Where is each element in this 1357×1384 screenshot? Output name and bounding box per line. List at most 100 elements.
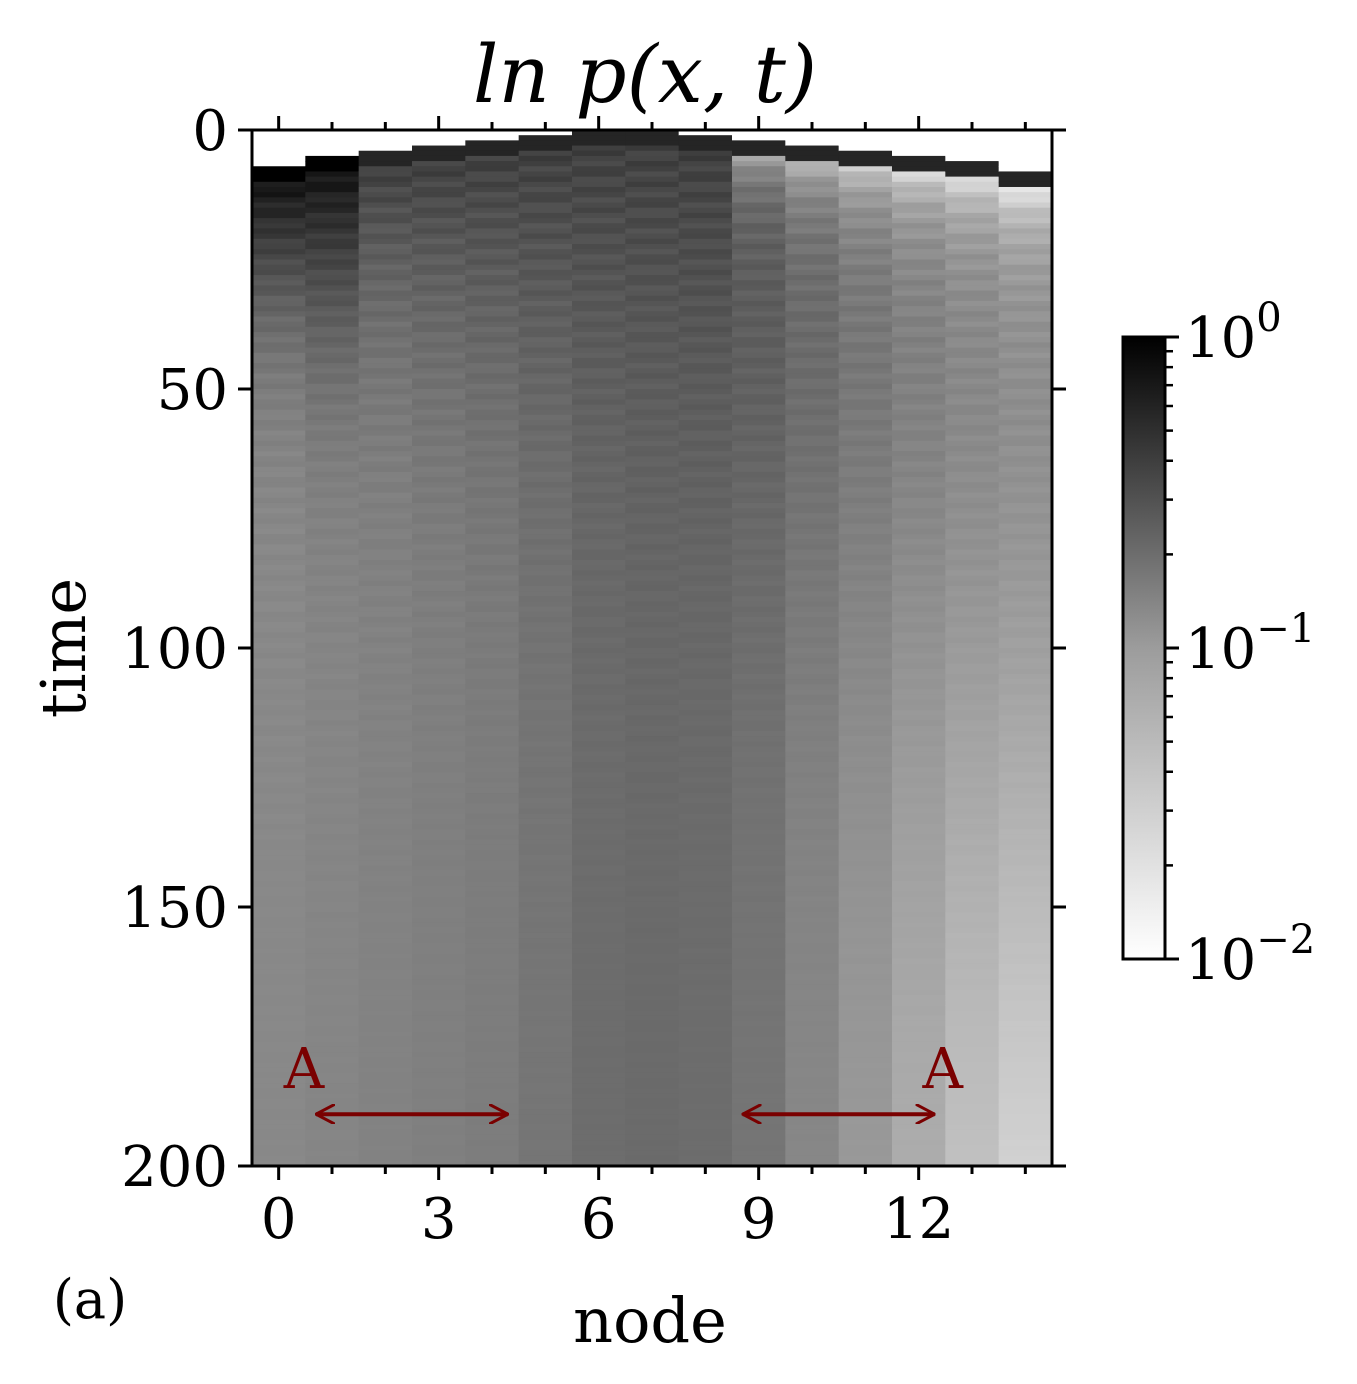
heatmap-cell <box>732 611 786 618</box>
heatmap-cell <box>518 969 573 975</box>
heatmap-cell <box>678 596 733 602</box>
heatmap-cell <box>572 912 626 918</box>
heatmap-cell <box>465 803 520 810</box>
heatmap-cell <box>678 725 733 732</box>
heatmap-cell <box>625 445 680 452</box>
heatmap-cell <box>358 554 413 561</box>
heatmap-cell <box>358 497 413 504</box>
heatmap-cell <box>785 192 840 198</box>
heatmap-cell <box>625 487 680 494</box>
heatmap-cell <box>785 927 840 934</box>
heatmap-cell <box>572 202 626 209</box>
heatmap-cell <box>945 316 1000 323</box>
heatmap-cell <box>252 860 306 867</box>
heatmap-cell <box>572 197 626 204</box>
heatmap-cell <box>998 399 1053 406</box>
heatmap-cell <box>412 746 466 753</box>
heatmap-cell <box>358 280 413 286</box>
heatmap-cell <box>518 570 573 576</box>
heatmap-cell <box>892 611 946 618</box>
heatmap-cell <box>252 181 306 188</box>
heatmap-cell <box>892 777 946 784</box>
heatmap-cell <box>945 337 1000 343</box>
heatmap-cell <box>358 648 413 654</box>
heatmap-cell <box>625 756 680 763</box>
heatmap-cell <box>252 787 306 794</box>
heatmap-cell <box>518 497 573 504</box>
heatmap-cell <box>252 218 306 224</box>
heatmap-cell <box>518 218 573 224</box>
heatmap-cell <box>838 953 893 960</box>
heatmap-cell <box>945 1036 1000 1043</box>
heatmap-cell <box>252 559 306 566</box>
heatmap-cell <box>465 373 520 380</box>
heatmap-cell <box>945 725 1000 732</box>
heatmap-cell <box>252 622 306 628</box>
heatmap-cell <box>785 130 840 136</box>
heatmap-cell <box>518 161 573 167</box>
heatmap-cell <box>945 829 1000 835</box>
heatmap-cell <box>998 979 1053 986</box>
heatmap-cell <box>572 280 626 286</box>
heatmap-cell <box>945 363 1000 369</box>
heatmap-cell <box>785 311 840 317</box>
heatmap-cell <box>625 409 680 416</box>
heatmap-cell <box>358 767 413 773</box>
heatmap-cell <box>678 554 733 561</box>
heatmap-cell <box>518 399 573 406</box>
heatmap-cell <box>732 534 786 540</box>
heatmap-cell <box>838 492 893 499</box>
heatmap-cell <box>945 186 1000 193</box>
heatmap-cell <box>358 611 413 618</box>
heatmap-cell <box>838 1036 893 1043</box>
heatmap-cell <box>732 679 786 685</box>
heatmap-cell <box>518 596 573 602</box>
heatmap-cell <box>305 186 360 193</box>
heatmap-cell <box>785 1124 840 1131</box>
heatmap-cell <box>892 337 946 343</box>
heatmap-cell <box>678 435 733 442</box>
heatmap-cell <box>945 637 1000 644</box>
heatmap-cell <box>732 627 786 633</box>
heatmap-cell <box>998 953 1053 960</box>
heatmap-cell <box>678 1072 733 1079</box>
heatmap-cell <box>945 673 1000 680</box>
heatmap-cell <box>358 995 413 1001</box>
heatmap-cell <box>625 1155 680 1162</box>
heatmap-cell <box>838 611 893 618</box>
heatmap-cell <box>358 337 413 343</box>
heatmap-cell <box>945 611 1000 618</box>
heatmap-cell <box>785 202 840 209</box>
heatmap-cell <box>518 1124 573 1131</box>
heatmap-cell <box>625 223 680 229</box>
heatmap-cell <box>518 782 573 789</box>
heatmap-cell <box>625 1160 680 1167</box>
heatmap-cell <box>412 1145 466 1151</box>
heatmap-cell <box>572 1046 626 1053</box>
heatmap-cell <box>998 989 1053 996</box>
heatmap-cell <box>998 311 1053 317</box>
heatmap-cell <box>892 269 946 276</box>
heatmap-cell <box>838 425 893 431</box>
heatmap-cell <box>305 357 360 364</box>
heatmap-cell <box>838 202 893 209</box>
heatmap-cell <box>732 1026 786 1032</box>
heatmap-cell <box>465 554 520 561</box>
heatmap-cell <box>785 824 840 830</box>
heatmap-cell <box>412 161 466 167</box>
heatmap-cell <box>625 642 680 649</box>
heatmap-cell <box>838 502 893 509</box>
heatmap-cell <box>572 803 626 810</box>
heatmap-cell <box>518 746 573 753</box>
heatmap-cell <box>412 513 466 519</box>
heatmap-cell <box>998 658 1053 665</box>
heatmap-cell <box>572 399 626 406</box>
heatmap-cell <box>785 523 840 530</box>
heatmap-cell <box>465 782 520 789</box>
heatmap-cell <box>358 632 413 639</box>
heatmap-cell <box>998 337 1053 343</box>
heatmap-cell <box>785 528 840 535</box>
heatmap-cell <box>945 192 1000 198</box>
heatmap-cell <box>358 943 413 949</box>
heatmap-cell <box>305 233 360 240</box>
